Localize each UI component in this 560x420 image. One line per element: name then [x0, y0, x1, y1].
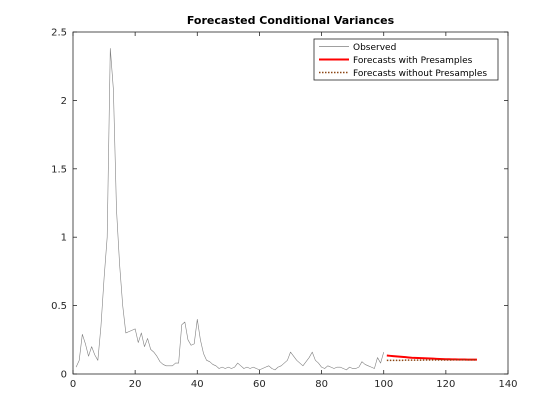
- y-tick-label: 2: [61, 96, 67, 107]
- legend: Observed Forecasts with Presamples Forec…: [313, 38, 499, 81]
- x-tick-label: 0: [70, 379, 76, 390]
- x-tick-label: 40: [191, 379, 204, 390]
- axes-box: [72, 31, 509, 375]
- legend-label-with-presamples: Forecasts with Presamples: [353, 56, 473, 66]
- x-tick-label: 140: [498, 379, 517, 390]
- y-tick-label: 0: [61, 370, 67, 381]
- series-observed-line: [75, 48, 384, 371]
- chart-title: Forecasted Conditional Variances: [187, 14, 395, 27]
- y-tick-label: 1: [61, 233, 67, 244]
- legend-label-without-presamples: Forecasts without Presamples: [353, 69, 487, 79]
- ticks-layer: 0 20 40 60 80 100 120 140 0 0.5 1 1.5 2 2.5: [51, 28, 517, 391]
- series-layer: [75, 48, 477, 371]
- x-tick-label: 60: [253, 379, 266, 390]
- y-tick-label: 2.5: [51, 28, 67, 39]
- plot-area: [73, 32, 508, 374]
- x-tick-label: 20: [129, 379, 142, 390]
- x-tick-label: 120: [436, 379, 455, 390]
- x-tick-label: 100: [374, 379, 393, 390]
- y-tick-label: 0.5: [51, 301, 67, 312]
- x-tick-label: 80: [315, 379, 328, 390]
- legend-label-observed: Observed: [353, 43, 396, 53]
- axes-layer: [72, 31, 509, 375]
- y-tick-label: 1.5: [51, 164, 67, 175]
